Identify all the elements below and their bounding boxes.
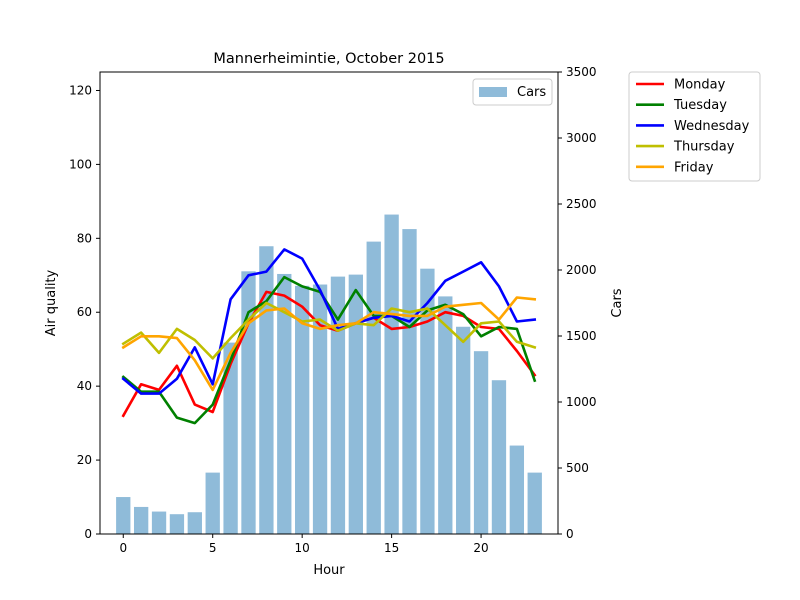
y-tick-label: 120 [69,83,92,97]
y-tick-label: 100 [69,157,92,171]
y-tick-label: 20 [77,453,92,467]
line-wednesday [121,248,537,395]
y2-axis-label: Cars [610,288,625,317]
bar-hour-13 [348,274,363,534]
y-axis-label: Air quality [44,269,59,336]
bar-hour-6 [223,342,238,534]
y2-tick-label: 2000 [566,263,597,277]
line-tuesday [121,275,537,425]
legend-label-wednesday: Wednesday [674,119,750,134]
plot-frame [99,71,559,535]
x-tick-label: 0 [119,541,127,555]
bar-hour-23 [527,472,542,534]
bar-hour-21 [491,380,507,534]
y2-tick-label: 0 [566,527,574,541]
lines-layer [121,248,537,425]
bar-hour-17 [420,268,435,534]
y-axis-right: 0 500 1000 1500 2000 2500 3000 3500 [558,65,597,541]
x-axis: 0 5 10 15 20 [119,534,489,555]
bars-legend: Cars [472,78,553,106]
y2-tick-label: 1500 [566,329,597,343]
bar-hour-14 [366,241,381,534]
bar-hour-0 [116,497,131,534]
y2-tick-label: 3500 [566,65,597,79]
legend-label-tuesday: Tuesday [673,98,727,113]
bar-hour-20 [473,351,489,534]
bars-layer [116,214,542,535]
y2-tick-label: 3000 [566,131,597,145]
bars-legend-frame [472,78,553,106]
bar-hour-10 [295,285,310,534]
bar-hour-18 [438,296,453,534]
line-thursday [121,301,537,360]
y-tick-label: 40 [77,379,92,393]
bar-hour-1 [133,506,149,534]
bars-legend-swatch [479,87,507,97]
bar-hour-22 [509,445,525,534]
bar-hour-7 [241,271,256,534]
bar-hour-4 [187,512,202,534]
y2-tick-label: 2500 [566,197,597,211]
y-tick-label: 60 [77,305,92,319]
bar-hour-15 [384,214,399,534]
lines-legend-frame [628,71,761,182]
legend-label-monday: Monday [674,78,726,93]
x-axis-label: Hour [313,563,345,578]
line-friday [121,296,537,392]
legend-label-thursday: Thursday [673,140,735,155]
bar-hour-11 [312,284,328,534]
y-tick-label: 80 [77,231,92,245]
x-tick-label: 20 [473,541,488,555]
x-tick-label: 10 [295,541,310,555]
bar-hour-19 [456,326,471,534]
bar-hour-2 [151,511,167,534]
bar-hour-8 [259,246,274,535]
bar-hour-16 [402,229,417,534]
bar-hour-5 [205,472,220,534]
y-axis-left: 0 20 40 60 80 100 120 [69,83,100,541]
y2-tick-label: 1000 [566,395,597,409]
chart-title: Mannerheimintie, October 2015 [213,51,444,67]
lines-legend: Monday Tuesday Wednesday Thursday Friday [628,71,761,182]
bars-legend-label: Cars [517,85,546,100]
bar-hour-3 [169,514,185,534]
y2-tick-label: 500 [566,461,589,475]
bar-hour-9 [277,273,292,534]
bar-hour-12 [330,276,346,534]
x-tick-label: 5 [209,541,217,555]
legend-label-friday: Friday [674,160,714,175]
y-tick-label: 0 [84,527,92,541]
x-tick-label: 15 [384,541,399,555]
